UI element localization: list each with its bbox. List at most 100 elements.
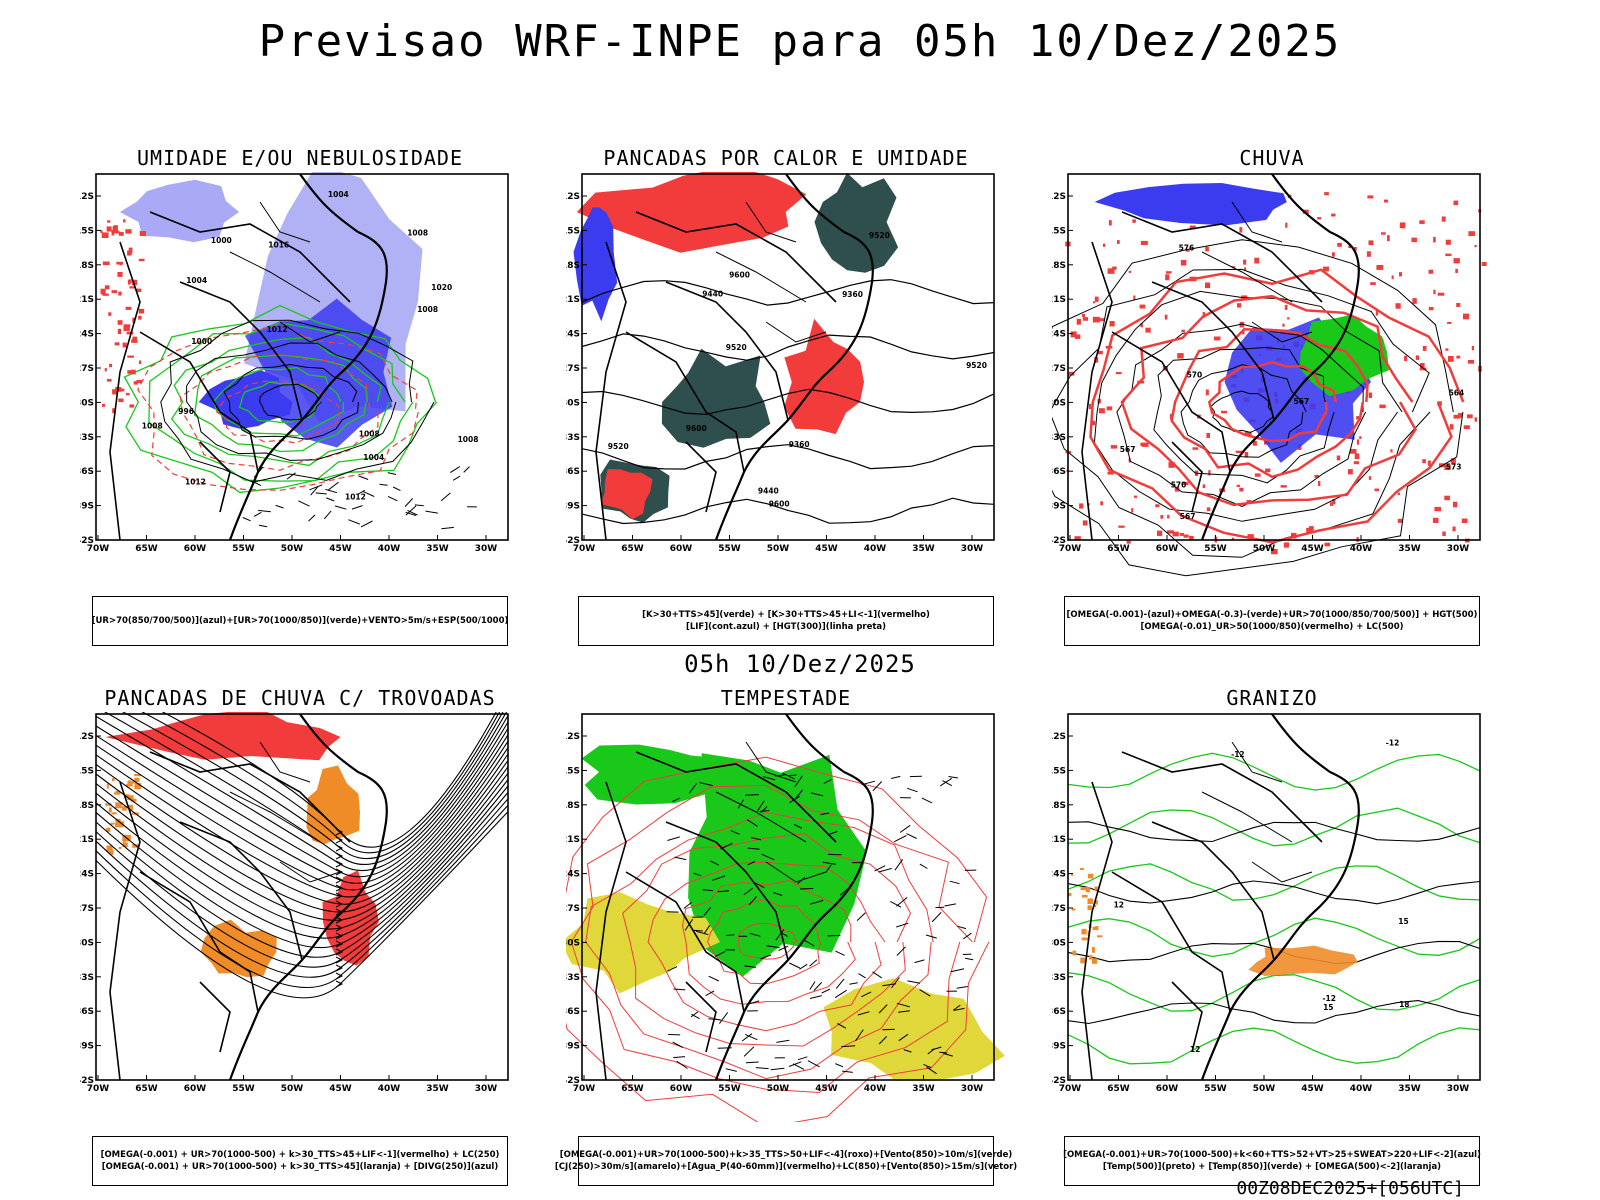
- speckle: [138, 258, 145, 262]
- wind-vector: [919, 989, 931, 997]
- wind-vector: [298, 500, 310, 507]
- speckle: [132, 317, 136, 323]
- panel-title: PANCADAS POR CALOR E UMIDADE: [603, 146, 969, 170]
- lon-tick-label: 35W: [912, 544, 935, 554]
- contour-label: 15: [1323, 1003, 1333, 1012]
- contour-line: [238, 381, 321, 424]
- lat-tick-label: 39S: [1052, 1042, 1066, 1052]
- speckle: [115, 823, 122, 828]
- wind-vector: [750, 837, 762, 841]
- state-border: [715, 251, 807, 303]
- speckle: [1092, 316, 1100, 323]
- speckle: [1453, 414, 1461, 419]
- lat-tick-label: 12S: [566, 732, 580, 742]
- lat-tick-label: 39S: [1052, 502, 1066, 512]
- speckle: [117, 272, 123, 277]
- country-border: [625, 331, 745, 473]
- shaded-area: [688, 753, 867, 977]
- speckle: [1452, 501, 1458, 508]
- wind-vector: [712, 875, 726, 881]
- state-border: [745, 741, 797, 783]
- speckle: [1336, 455, 1341, 461]
- speckle: [1185, 248, 1190, 252]
- speckle: [1427, 460, 1431, 466]
- map-legend: [OMEGA(-0.001)+UR>70(1000-500)+k>35_TTS>…: [555, 1136, 1017, 1186]
- lon-tick-label: 35W: [426, 544, 449, 554]
- wind-vector: [392, 486, 401, 492]
- speckle: [1375, 310, 1379, 316]
- speckle: [1428, 269, 1434, 274]
- lon-tick-label: 50W: [1253, 544, 1276, 554]
- speckle: [114, 792, 121, 795]
- contour-label: 1008: [458, 435, 479, 444]
- wind-vector: [944, 903, 956, 907]
- lon-tick-label: 35W: [912, 1084, 935, 1094]
- speckle: [1172, 531, 1179, 537]
- lat-tick-label: 42S: [566, 536, 580, 546]
- speckle: [118, 398, 124, 403]
- lat-tick-label: 27S: [80, 364, 94, 374]
- speckle: [1103, 243, 1106, 247]
- speckle: [119, 821, 125, 825]
- speckle: [1244, 431, 1252, 437]
- speckle: [1399, 222, 1406, 229]
- speckle: [1474, 417, 1477, 422]
- wind-vector: [387, 495, 398, 502]
- speckle: [1433, 289, 1436, 295]
- contour-line: [1067, 880, 1481, 905]
- wind-vector: [450, 466, 461, 474]
- wind-vector: [766, 945, 780, 949]
- speckle: [122, 806, 127, 811]
- country-border: [1151, 821, 1275, 961]
- contour-line: [1120, 294, 1417, 507]
- speckle: [1449, 424, 1454, 430]
- wind-vector: [797, 1056, 808, 1061]
- arrow-head: [335, 852, 344, 860]
- speckle: [101, 232, 109, 239]
- speckle: [129, 279, 132, 284]
- speckle: [1087, 873, 1094, 879]
- speckle: [1367, 195, 1374, 199]
- speckle: [1095, 926, 1099, 931]
- speckle: [1422, 459, 1426, 464]
- speckle: [100, 230, 103, 233]
- speckle: [1455, 268, 1458, 274]
- panel-pancadas: PANCADAS POR CALOR E UMIDADE 9600 9600 952…: [566, 146, 1006, 646]
- map-frame: [581, 173, 995, 541]
- speckle: [1128, 270, 1132, 273]
- wind-vector: [921, 797, 933, 804]
- speckle: [1397, 518, 1403, 523]
- weather-map: 12S 15S 18S 21S 24S 27S 30S 33S 36S 39S 42S70W 65W 6…: [80, 712, 509, 1094]
- contour-line: [1116, 323, 1367, 508]
- map-legend: [UR>70(850/700/500)](azul)+[UR>70(1000/8…: [92, 596, 508, 646]
- wind-vector: [837, 1023, 847, 1029]
- lat-tick-label: 30S: [1052, 938, 1066, 948]
- wind-vector: [849, 982, 858, 985]
- map-frame: [95, 713, 509, 1081]
- speckle: [1419, 220, 1425, 224]
- shaded-area: [105, 712, 341, 761]
- contour-label: 1016: [268, 240, 289, 249]
- wind-vector: [357, 489, 366, 495]
- speckle: [1285, 222, 1288, 228]
- wind-vector: [954, 1007, 965, 1011]
- wind-vector: [874, 865, 886, 872]
- speckle: [1070, 331, 1077, 338]
- speckle: [1379, 404, 1386, 409]
- lat-tick-label: 24S: [1052, 330, 1066, 340]
- contour-label: 18: [1399, 1000, 1409, 1009]
- speckle: [1092, 926, 1097, 931]
- contour-line: [1170, 328, 1369, 479]
- speckle: [1157, 530, 1163, 536]
- wind-vector: [404, 498, 414, 507]
- lat-tick-label: 39S: [80, 502, 94, 512]
- lon-tick-label: 35W: [1398, 1084, 1421, 1094]
- speckle: [1432, 517, 1439, 523]
- speckle: [1140, 442, 1144, 447]
- speckle: [1412, 298, 1417, 304]
- wind-vector: [714, 950, 726, 957]
- map-legend: [OMEGA(-0.001) + UR>70(1000-500) + k>30_…: [92, 1136, 508, 1186]
- arrow-head: [335, 980, 344, 988]
- wind-vector: [894, 835, 907, 843]
- speckle: [125, 229, 132, 234]
